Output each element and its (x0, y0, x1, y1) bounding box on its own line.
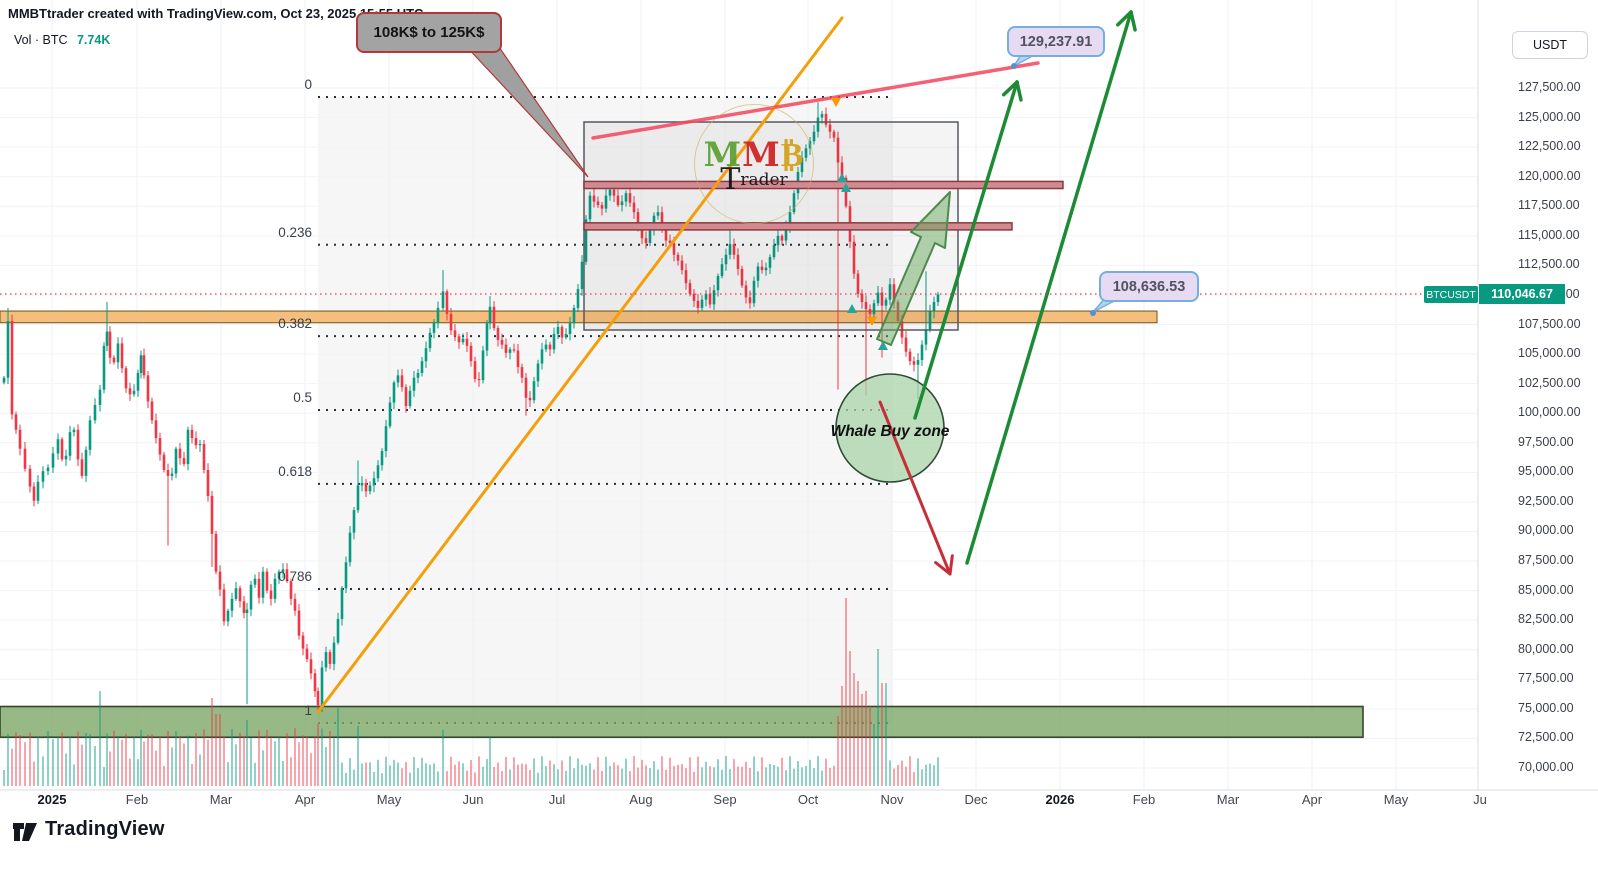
target-price-label: 129,237.91 (1019, 33, 1093, 50)
sell-signal-triangle-icon (831, 98, 841, 107)
range-callout-label: 108K$ to 125K$ (373, 24, 485, 41)
symbol-price-badge: BTCUSDT (1424, 286, 1478, 303)
support-price-label: 108,636.53 (1112, 278, 1186, 295)
volume-legend-label: Vol · BTC (14, 33, 68, 47)
tradingview-logo-icon (13, 823, 37, 841)
volume-legend-value: 7.74K (76, 33, 111, 47)
buy-signal-triangle-icon (837, 173, 847, 182)
resistance-band-low[interactable] (583, 222, 1013, 231)
resistance-band-high[interactable] (583, 180, 1064, 190)
red-drop-scenario-arrow[interactable] (878, 400, 954, 576)
red-resistance-trendline[interactable] (591, 61, 1040, 140)
currency-toggle-label: USDT (1532, 38, 1568, 52)
whale-buy-zone-label: Whale Buy zone (830, 423, 950, 440)
target-price-callout[interactable]: 129,237.91 (1007, 26, 1105, 57)
green-projection-arrow-1[interactable] (913, 80, 1023, 420)
last-price-badge: 110,046.67 (1479, 284, 1565, 304)
orange-support-band[interactable] (0, 310, 1158, 324)
volume-histogram (3, 598, 939, 786)
orange-uptrend-line[interactable] (316, 16, 844, 714)
big-green-breakout-arrow[interactable] (876, 191, 951, 346)
buy-signal-triangle-icon (841, 183, 851, 192)
tradingview-logo-text: TradingView (45, 817, 165, 840)
candlestick-series (2, 102, 940, 714)
volume-legend[interactable]: Vol · BTC 7.74K (14, 33, 110, 47)
currency-toggle-button[interactable]: USDT (1512, 31, 1588, 59)
sell-signal-triangle-icon (867, 317, 877, 326)
buy-signal-triangle-icon (847, 304, 857, 313)
support-price-callout[interactable]: 108,636.53 (1099, 271, 1199, 302)
support-callout-tail-anchor-dot (1090, 310, 1096, 316)
tradingview-logo[interactable]: TradingView (12, 816, 165, 842)
target-callout-tail-anchor-dot (1011, 63, 1017, 69)
green-projection-arrow-2[interactable] (965, 10, 1137, 565)
range-callout[interactable]: 108K$ to 125K$ (356, 12, 502, 53)
chart-attribution-title: MMBTtrader created with TradingView.com,… (8, 6, 424, 21)
green-demand-zone-band[interactable] (0, 705, 1364, 739)
buy-signal-triangle-icon (878, 341, 888, 350)
